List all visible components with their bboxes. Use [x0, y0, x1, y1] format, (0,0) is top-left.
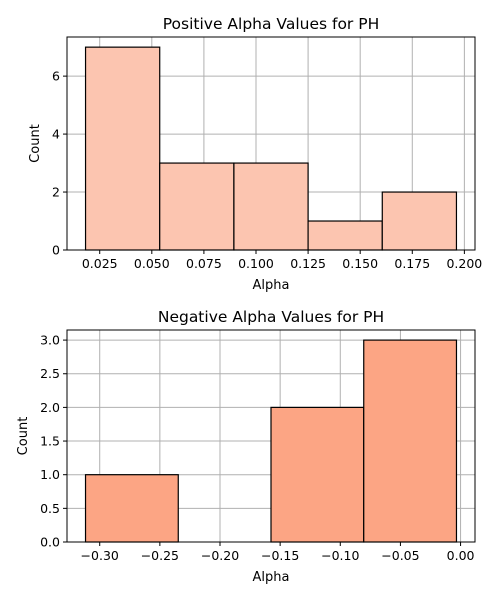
histogram-bar — [270, 406, 365, 543]
subplot-1: 0.025 0.050 0.075 0.100 0.125 0.150 0.175 0.200… — [28, 15, 482, 293]
x-tick-label: −0.30 — [81, 548, 119, 563]
x-tick-label: 0.050 — [134, 256, 170, 271]
x-axis-label: Alpha — [253, 278, 290, 293]
y-tick-label: 2.5 — [40, 366, 60, 381]
histogram-bar — [381, 191, 458, 251]
y-tick-label: 1.0 — [40, 467, 60, 482]
x-tick-label: −0.15 — [261, 548, 299, 563]
bars — [84, 339, 458, 543]
x-tick-label: 0.175 — [394, 256, 430, 271]
y-tick-label: 6 — [52, 69, 60, 84]
y-axis-label: Count — [16, 417, 31, 456]
histogram-bar — [307, 220, 383, 251]
x-tick-label: 0.075 — [186, 256, 222, 271]
x-tick-label: 0.025 — [82, 256, 118, 271]
x-tick-label: 0.100 — [238, 256, 274, 271]
y-tick-label: 2 — [52, 185, 60, 200]
x-tick-label: −0.10 — [321, 548, 359, 563]
y-axis-label: Count — [28, 124, 43, 163]
bars — [84, 46, 458, 251]
x-tick-label: 0.200 — [446, 256, 482, 271]
histogram-bar — [159, 162, 235, 251]
histogram-bar — [84, 46, 161, 251]
y-tick-label: 4 — [52, 127, 60, 142]
x-tick-label: −0.05 — [381, 548, 419, 563]
y-tick-label: 3.0 — [40, 333, 60, 348]
histogram-bar — [84, 474, 179, 543]
subplot-2: −0.30 −0.25 −0.20 −0.15 −0.10 −0.05 0.00 0.0 0.5… — [16, 308, 476, 585]
x-tick-label: 0.125 — [290, 256, 326, 271]
x-tick-label: −0.25 — [141, 548, 179, 563]
y-tick-label: 0 — [52, 243, 60, 258]
histogram-bar — [363, 339, 458, 543]
histogram-bar — [233, 162, 309, 251]
x-axis-label: Alpha — [253, 570, 290, 585]
x-tick-label: 0.00 — [447, 548, 475, 563]
plot-frame — [66, 329, 476, 543]
y-tick-label: 0.0 — [40, 535, 60, 550]
y-tick-label: 1.5 — [40, 434, 60, 449]
y-tick-label: 2.0 — [40, 400, 60, 415]
x-tick-label: −0.20 — [201, 548, 239, 563]
y-tick-label: 0.5 — [40, 501, 60, 516]
plot-frame — [66, 36, 476, 251]
x-tick-label: 0.150 — [342, 256, 378, 271]
chart-title: Negative Alpha Values for PH — [158, 308, 384, 326]
chart-title: Positive Alpha Values for PH — [163, 15, 380, 33]
